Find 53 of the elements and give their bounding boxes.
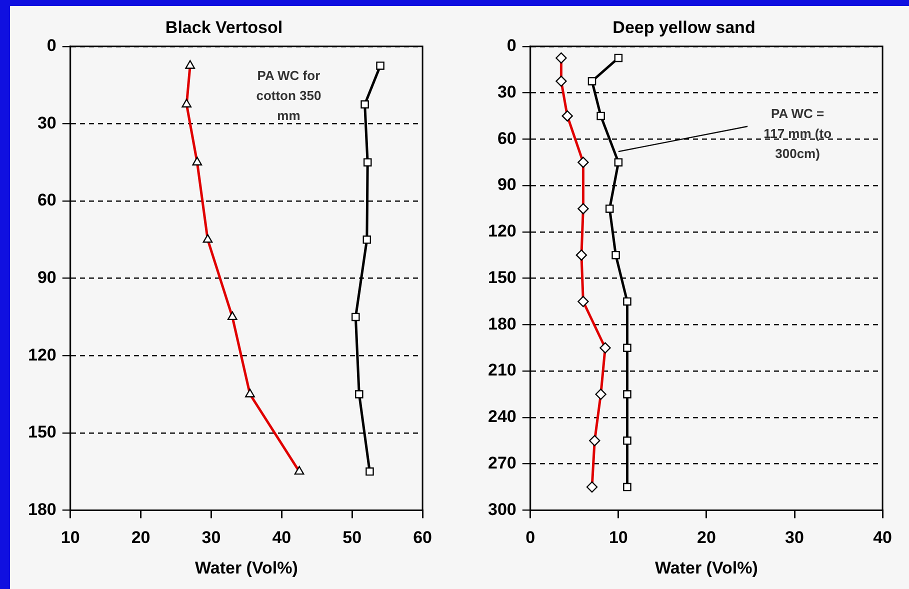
point	[362, 236, 372, 244]
point	[366, 467, 374, 476]
x-tick-label: 50	[342, 528, 362, 548]
y-tick-label: 180	[488, 314, 516, 334]
y-tick-label: 90	[497, 175, 516, 194]
point	[623, 390, 632, 398]
point	[363, 158, 372, 166]
x-tick-label: 30	[202, 528, 221, 548]
x-tick-label: 10	[608, 528, 628, 548]
y-tick-label: 60	[497, 128, 516, 148]
point	[605, 204, 614, 213]
point	[355, 390, 364, 398]
point	[623, 344, 632, 352]
y-tick-label: 240	[488, 407, 516, 426]
y-tick-label: 0	[506, 36, 516, 56]
x-axis-title: Water (Vol%)	[194, 558, 298, 578]
point	[376, 62, 384, 70]
y-tick-label: 120	[28, 345, 56, 364]
annotation: PA WC = 117 mm (to 300cm)	[764, 106, 832, 161]
x-tick-label: 40	[873, 528, 892, 548]
x-axis-title: Water (Vol%)	[654, 558, 758, 578]
y-tick-label: 60	[37, 190, 56, 210]
point	[351, 312, 360, 322]
y-tick-label: 30	[497, 82, 516, 102]
x-tick-label: 0	[526, 528, 536, 548]
annotation: PA WC for cotton 350 mm	[256, 68, 322, 123]
y-tick-label: 90	[37, 268, 56, 287]
x-tick-label: 30	[785, 528, 804, 548]
y-tick-label: 150	[488, 268, 516, 287]
x-tick-label: 20	[131, 528, 150, 548]
chart-title: Deep yellow sand	[612, 18, 756, 37]
x-tick-label: 40	[272, 528, 292, 548]
y-tick-label: 300	[488, 500, 516, 519]
x-tick-label: 60	[413, 528, 432, 548]
x-tick-label: 10	[60, 528, 80, 548]
y-tick-label: 0	[46, 36, 56, 56]
y-tick-label: 30	[37, 113, 56, 132]
point	[596, 112, 605, 120]
point	[623, 482, 632, 492]
y-tick-label: 120	[488, 222, 516, 241]
y-tick-label: 210	[488, 360, 516, 380]
point	[360, 100, 369, 109]
point	[612, 250, 620, 260]
y-tick-label: 180	[28, 500, 56, 519]
x-tick-label: 20	[696, 528, 716, 548]
point	[614, 54, 623, 62]
point	[623, 297, 632, 306]
point	[623, 436, 632, 445]
point	[614, 158, 623, 166]
y-tick-label: 150	[28, 422, 56, 442]
y-tick-label: 270	[488, 454, 516, 473]
chart-title: Black Vertosol	[165, 18, 283, 37]
point	[588, 77, 596, 86]
